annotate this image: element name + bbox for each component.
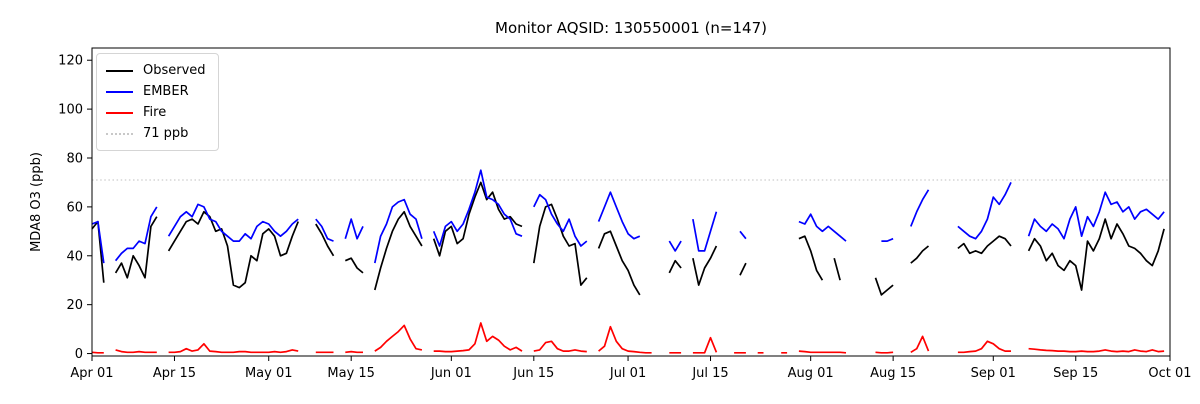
legend-label: 71 ppb [143, 126, 189, 141]
legend: Observed EMBER Fire 71 ppb [96, 53, 219, 151]
legend-item-observed: Observed [106, 60, 206, 81]
x-tick-label: Aug 15 [870, 366, 916, 381]
legend-swatch-ember [106, 90, 133, 93]
y-tick-label: 120 [58, 54, 83, 69]
y-tick-label: 40 [66, 249, 83, 264]
y-tick-label: 80 [66, 152, 83, 167]
x-tick-label: Sep 01 [971, 366, 1016, 381]
legend-label: Fire [143, 105, 167, 120]
x-tick-label: Jun 01 [430, 366, 472, 381]
x-tick-label: Apr 01 [70, 366, 113, 381]
legend-swatch-fire [106, 111, 133, 114]
y-tick-label: 20 [66, 298, 83, 313]
legend-item-71-ppb: 71 ppb [106, 123, 206, 144]
x-tick-label: Jul 15 [691, 366, 728, 381]
legend-label: Observed [143, 63, 206, 78]
legend-swatch-threshold [106, 132, 133, 135]
x-tick-label: Aug 01 [788, 366, 834, 381]
chart-title: Monitor AQSID: 130550001 (n=147) [495, 19, 767, 37]
x-tick-label: Jun 15 [512, 366, 554, 381]
series-fire-line [91, 322, 1165, 354]
x-tick-label: May 15 [327, 366, 375, 381]
legend-label: EMBER [143, 84, 189, 99]
series-ember-line [91, 169, 1165, 264]
y-tick-label: 60 [66, 200, 83, 215]
legend-swatch-observed [106, 69, 133, 72]
legend-item-fire: Fire [106, 102, 206, 123]
plot-frame [91, 47, 1171, 357]
x-tick-label: Jul 01 [609, 366, 646, 381]
x-tick-label: Oct 01 [1148, 366, 1191, 381]
x-tick-label: May 01 [245, 366, 293, 381]
y-tick-label: 100 [58, 103, 83, 118]
x-tick-label: Sep 15 [1053, 366, 1098, 381]
legend-item-ember: EMBER [106, 81, 206, 102]
x-tick-label: Apr 15 [153, 366, 196, 381]
y-axis-label: MDA8 O3 (ppb) [29, 152, 44, 252]
y-tick-label: 0 [75, 347, 83, 362]
